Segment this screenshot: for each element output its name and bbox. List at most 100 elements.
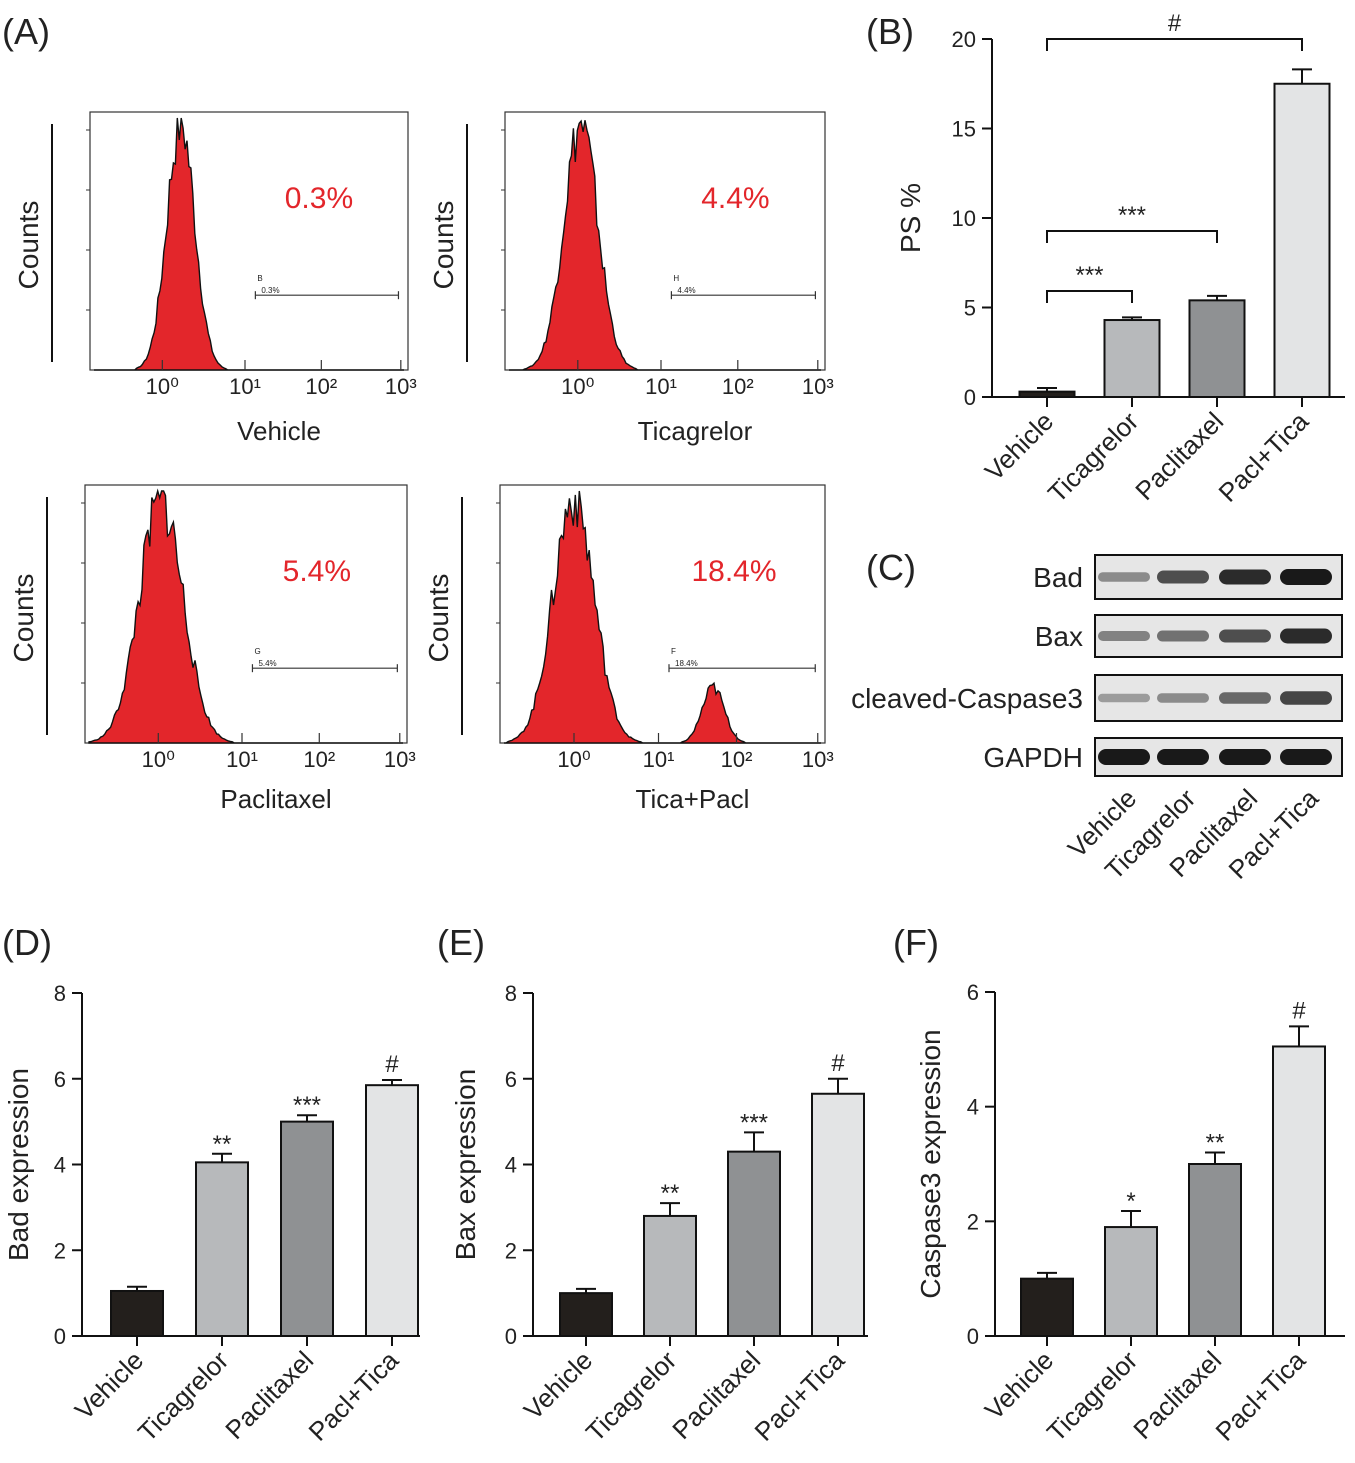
gate-letter: B [257, 274, 262, 283]
blot-band [1098, 631, 1150, 641]
bar-pacl-tica [1272, 1045, 1326, 1337]
blot-band [1098, 572, 1150, 582]
blot-row-label: GAPDH [983, 742, 1083, 773]
x-tick-label: 10³ [802, 374, 834, 399]
x-tick-label: Pacl+Tica [302, 1345, 404, 1447]
bar-ticagrelor [1103, 319, 1161, 398]
blot-band [1219, 749, 1271, 765]
bracket-label: *** [1075, 262, 1103, 289]
x-tick-label: Ticagrelor [132, 1345, 235, 1448]
bar-vehicle [1018, 390, 1076, 399]
y-axis-label: Bax expression [450, 1069, 481, 1260]
y-tick-label: 4 [967, 1095, 979, 1120]
counts-label: Counts [428, 201, 459, 290]
western-blot: BadBaxcleaved-Caspase3GAPDHVehicleTicagr… [851, 554, 1343, 885]
gate-value: 5.4% [258, 659, 276, 668]
x-tick-label: 10¹ [643, 747, 675, 772]
bracket-label: *** [1118, 202, 1146, 229]
x-tick-label: 10² [721, 747, 753, 772]
percent-label: 4.4% [701, 182, 769, 215]
x-tick-label: Pacl+Tica [1212, 406, 1314, 508]
blot-band [1157, 693, 1209, 703]
y-axis-label: Bad expression [3, 1068, 34, 1261]
y-axis-label: Caspase3 expression [915, 1029, 946, 1298]
y-tick-label: 8 [54, 981, 66, 1006]
blot-band [1219, 629, 1271, 643]
significance-label: # [385, 1051, 399, 1078]
x-tick-label: 10³ [385, 374, 417, 399]
blot-band [1280, 691, 1332, 705]
bar-vehicle [110, 1289, 164, 1337]
x-tick-label: 10⁰ [146, 374, 179, 399]
blot-row-cleaved-caspase3: cleaved-Caspase3 [851, 674, 1343, 722]
percent-label: 0.3% [285, 182, 353, 215]
y-tick-label: 5 [964, 296, 976, 321]
panel-label-e: (E) [437, 922, 485, 963]
significance-bracket [1046, 290, 1133, 303]
blot-row-gapdh: GAPDH [983, 737, 1343, 777]
y-tick-label: 15 [952, 117, 976, 142]
blot-band [1157, 749, 1209, 765]
x-tick-label: Pacl+Tica [1209, 1345, 1311, 1447]
bracket-label: # [1168, 10, 1182, 37]
x-tick-label: 10² [303, 747, 335, 772]
significance-label: *** [740, 1109, 768, 1136]
y-tick-label: 0 [964, 385, 976, 410]
x-tick-label: 10³ [384, 747, 416, 772]
x-tick-label: 10⁰ [142, 747, 175, 772]
y-tick-label: 20 [952, 27, 976, 52]
y-tick-label: 2 [54, 1238, 66, 1263]
condition-label: Tica+Pacl [636, 784, 750, 814]
bar-ticagrelor [643, 1214, 697, 1337]
counts-label: Counts [13, 201, 44, 290]
bar-paclitaxel [727, 1150, 781, 1337]
x-tick-label: 10³ [802, 747, 834, 772]
blot-band [1280, 628, 1332, 644]
bar-pacl-tica [1273, 82, 1331, 398]
x-tick-label: Vehicle [979, 406, 1059, 486]
blot-row-label: cleaved-Caspase3 [851, 683, 1083, 714]
y-tick-label: 2 [967, 1209, 979, 1234]
x-tick-label: Paclitaxel [1127, 1345, 1227, 1445]
gate-value: 4.4% [677, 286, 695, 295]
blot-row-label: Bad [1033, 562, 1083, 593]
blot-band [1219, 569, 1271, 585]
panel-label-b: (B) [866, 11, 914, 52]
y-tick-label: 4 [505, 1153, 517, 1178]
histogram-tica-pacl: Counts 10⁰ 10¹ 10² 10³ 18.4% F 18.4% Tica+Pacl [423, 484, 834, 814]
blot-band [1280, 749, 1332, 765]
x-tick-label: 10¹ [645, 374, 677, 399]
panel-label-f: (F) [893, 922, 939, 963]
counts-label: Counts [423, 574, 454, 663]
x-tick-label: Vehicle [69, 1345, 149, 1425]
histogram-paclitaxel: Counts 10⁰ 10¹ 10² 10³ 5.4% G 5.4% Paclitaxel [8, 484, 416, 814]
y-tick-label: 0 [967, 1324, 979, 1349]
blot-band [1157, 570, 1209, 584]
histogram-area [504, 490, 821, 744]
histogram-area [509, 119, 821, 371]
x-tick-label: 10¹ [226, 747, 258, 772]
significance-label: # [1292, 997, 1306, 1024]
gate-value: 18.4% [675, 659, 698, 668]
significance-bracket [1046, 38, 1303, 51]
blot-band [1157, 630, 1209, 642]
x-tick-label: Paclitaxel [1129, 406, 1229, 506]
caspase3-expression-chart: 0 2 4 6 Caspase3 expression VehicleTicagrelor… [915, 980, 1345, 1447]
y-axis-label: PS % [895, 183, 926, 253]
y-tick-label: 8 [505, 981, 517, 1006]
bar-ticagrelor [1104, 1226, 1158, 1337]
percent-label: 5.4% [283, 555, 351, 588]
gate-value: 0.3% [261, 286, 279, 295]
significance-label: ** [1206, 1130, 1225, 1157]
x-tick-label: Vehicle [979, 1345, 1059, 1425]
x-tick-label: Ticagrelor [1042, 406, 1145, 509]
bar-paclitaxel [280, 1120, 334, 1337]
counts-label: Counts [8, 574, 39, 663]
blot-row-label: Bax [1035, 621, 1083, 652]
y-tick-label: 6 [967, 980, 979, 1005]
blot-band [1219, 692, 1271, 704]
bar-vehicle [1020, 1277, 1074, 1337]
histogram-area [88, 488, 403, 744]
